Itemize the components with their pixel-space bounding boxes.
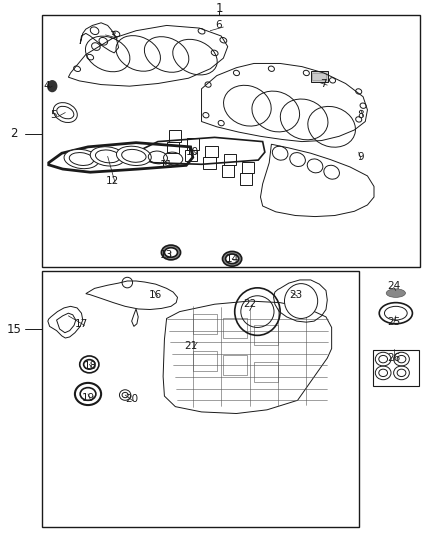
Text: 5: 5 (50, 110, 57, 120)
Ellipse shape (90, 147, 125, 166)
Ellipse shape (117, 146, 151, 166)
Text: 7: 7 (321, 78, 327, 88)
Text: 20: 20 (125, 394, 138, 404)
Ellipse shape (285, 284, 318, 319)
Text: 21: 21 (184, 342, 197, 351)
Text: 24: 24 (387, 281, 400, 290)
Text: 22: 22 (243, 299, 256, 309)
Text: 19: 19 (81, 393, 95, 402)
Text: 15: 15 (7, 322, 21, 336)
Text: 23: 23 (289, 290, 302, 300)
Text: 10: 10 (186, 147, 199, 157)
Ellipse shape (64, 149, 99, 168)
Text: 14: 14 (226, 254, 239, 264)
Text: 4: 4 (43, 81, 50, 91)
Text: 18: 18 (84, 361, 97, 371)
Ellipse shape (223, 252, 242, 266)
Text: 25: 25 (387, 317, 400, 327)
Text: 11: 11 (160, 160, 173, 171)
Text: 16: 16 (149, 290, 162, 300)
Text: 6: 6 (215, 20, 223, 30)
Ellipse shape (48, 81, 57, 92)
Ellipse shape (226, 254, 239, 263)
Ellipse shape (164, 248, 177, 257)
Ellipse shape (80, 387, 96, 400)
Text: 9: 9 (357, 152, 364, 163)
FancyBboxPatch shape (311, 71, 328, 83)
Text: 12: 12 (106, 176, 119, 186)
Text: 2: 2 (10, 127, 18, 140)
Text: 13: 13 (160, 250, 173, 260)
Text: 26: 26 (387, 353, 400, 363)
Text: 1: 1 (215, 2, 223, 14)
Ellipse shape (161, 245, 180, 260)
Text: 8: 8 (357, 110, 364, 120)
Text: 3: 3 (109, 31, 115, 41)
Text: 17: 17 (75, 319, 88, 329)
Ellipse shape (386, 289, 406, 297)
